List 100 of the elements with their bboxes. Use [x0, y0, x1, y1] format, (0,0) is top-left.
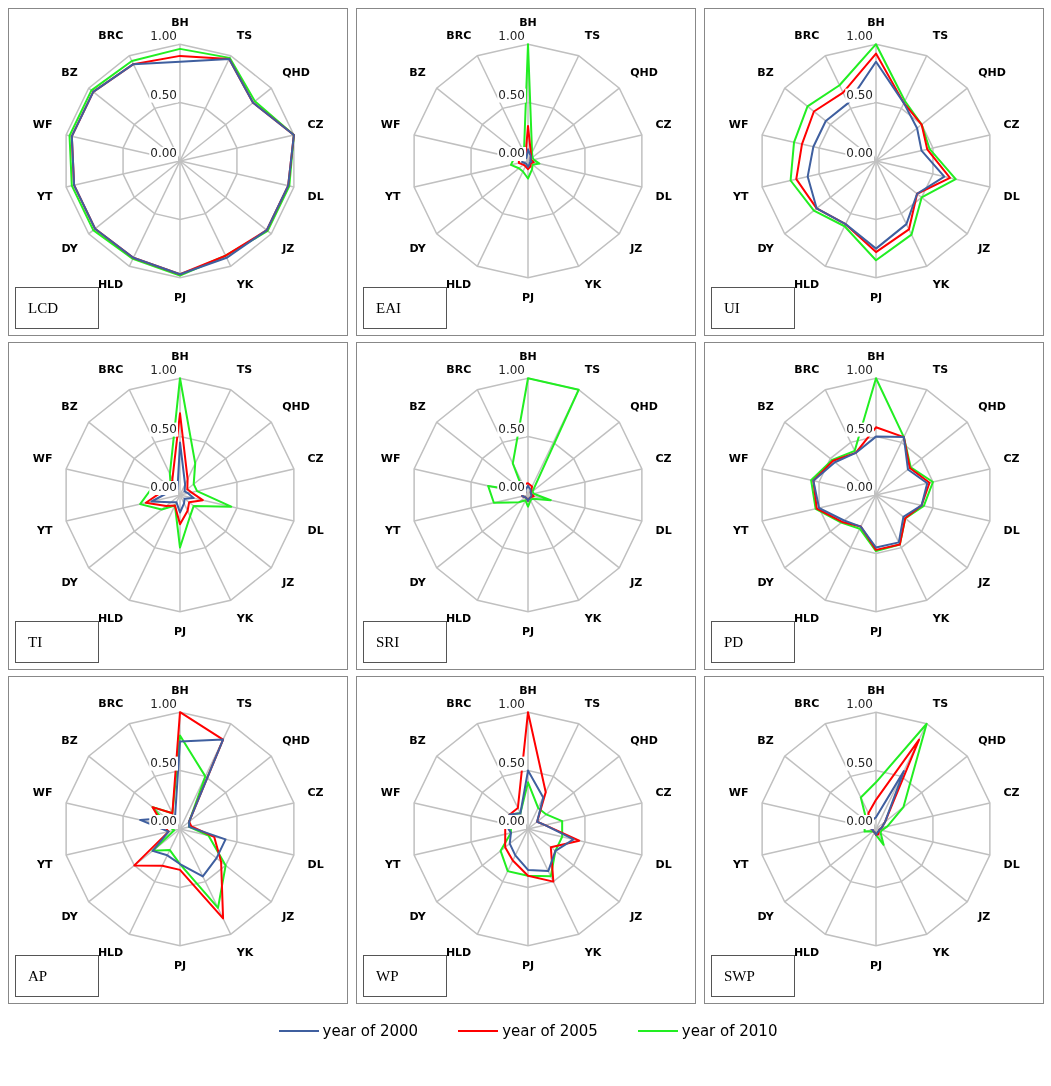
spoke-label: DL	[1003, 523, 1020, 537]
spoke-label: DY	[409, 242, 427, 256]
spoke-label: DY	[409, 576, 427, 590]
spoke-label: TS	[584, 29, 601, 43]
text: PD	[711, 621, 795, 663]
spoke-label: BH	[171, 16, 189, 30]
spoke-label: HLD	[445, 946, 472, 960]
y-tick-label: 0.50	[846, 421, 873, 436]
spoke-label: YK	[583, 946, 602, 960]
spoke-label: BH	[867, 16, 885, 30]
spoke-label: WF	[32, 452, 53, 466]
spoke-label: QHD	[978, 399, 1006, 413]
spoke-label: PJ	[173, 291, 187, 305]
spoke-label: BZ	[409, 399, 426, 413]
spoke-label: BRC	[446, 29, 472, 43]
spoke-label: CZ	[1003, 452, 1020, 466]
spoke-label: DL	[1003, 189, 1020, 203]
spoke-label: CZ	[307, 786, 324, 800]
spoke-label: HLD	[97, 946, 124, 960]
spoke-label: BH	[171, 350, 189, 364]
spoke-label: WF	[380, 452, 401, 466]
spoke-label: BZ	[757, 399, 774, 413]
spoke-label: BH	[519, 684, 537, 698]
y-tick-label: 0.50	[846, 87, 873, 102]
spoke-label: YT	[732, 189, 749, 203]
spoke-label: JZ	[629, 576, 643, 590]
spoke-label: BRC	[794, 697, 820, 711]
spoke-label: WF	[32, 786, 53, 800]
spoke-label: DY	[409, 910, 427, 924]
spoke-label: HLD	[793, 612, 820, 626]
spoke-label: QHD	[282, 399, 310, 413]
text: LCD	[15, 287, 99, 329]
spoke-label: TS	[236, 697, 253, 711]
spoke-label: BZ	[61, 399, 78, 413]
spoke-label: DL	[307, 523, 324, 537]
spoke-label: YK	[931, 612, 950, 626]
spoke-label: CZ	[1003, 786, 1020, 800]
spoke-label: BH	[519, 350, 537, 364]
spoke-label: TS	[932, 363, 949, 377]
spoke-label: JZ	[281, 910, 295, 924]
spoke-label: DY	[61, 576, 79, 590]
y-tick-label: 0.50	[150, 87, 177, 102]
spoke-label: YT	[36, 189, 53, 203]
y-tick-label: 0.00	[150, 480, 177, 495]
spoke-label: JZ	[629, 242, 643, 256]
y-tick-label: 1.00	[846, 697, 873, 712]
text: SWP	[711, 955, 795, 997]
spoke-label: TS	[236, 29, 253, 43]
y-tick-label: 1.00	[498, 29, 525, 44]
spoke-label: CZ	[1003, 118, 1020, 132]
spoke-label: TS	[236, 363, 253, 377]
spoke-label: BZ	[757, 733, 774, 747]
text: AP	[15, 955, 99, 997]
y-tick-label: 1.00	[846, 363, 873, 378]
y-tick-label: 0.00	[846, 480, 873, 495]
spoke-label: QHD	[630, 65, 658, 79]
spoke-label: YT	[732, 523, 749, 537]
spoke-label: DY	[61, 910, 79, 924]
spoke-label: DL	[307, 857, 324, 871]
spoke-label: YT	[384, 189, 401, 203]
spoke-label: YK	[583, 612, 602, 626]
text: WP	[363, 955, 447, 997]
y-tick-label: 1.00	[150, 697, 177, 712]
legend-label: year of 2005	[502, 1022, 598, 1040]
spoke-label: DL	[655, 189, 672, 203]
spoke-label: TS	[932, 697, 949, 711]
y-tick-label: 0.50	[498, 755, 525, 770]
spoke-label: YK	[931, 946, 950, 960]
spoke-label: BRC	[794, 29, 820, 43]
spoke-label: YT	[36, 523, 53, 537]
spoke-label: BRC	[98, 697, 124, 711]
spoke-label: CZ	[307, 118, 324, 132]
spoke-label: DL	[655, 523, 672, 537]
spoke-label: YK	[235, 612, 254, 626]
spoke-label: JZ	[977, 576, 991, 590]
spoke-label: HLD	[445, 612, 472, 626]
spoke-label: JZ	[281, 242, 295, 256]
spoke-label: YT	[384, 523, 401, 537]
y-tick-label: 0.00	[846, 814, 873, 829]
spoke-label: DL	[307, 189, 324, 203]
spoke-label: CZ	[655, 786, 672, 800]
y-tick-label: 0.50	[498, 421, 525, 436]
spoke-label: YK	[583, 278, 602, 292]
y-tick-label: 1.00	[150, 363, 177, 378]
y-tick-label: 0.50	[846, 755, 873, 770]
y-tick-label: 0.00	[150, 146, 177, 161]
spoke-label: YK	[235, 946, 254, 960]
y-tick-label: 0.50	[150, 755, 177, 770]
spoke-label: JZ	[977, 242, 991, 256]
spoke-label: QHD	[630, 399, 658, 413]
spoke-label: YK	[235, 278, 254, 292]
spoke-label: WF	[380, 118, 401, 132]
spoke-label: HLD	[97, 278, 124, 292]
spoke-label: HLD	[445, 278, 472, 292]
y-tick-label: 1.00	[846, 29, 873, 44]
spoke-label: BZ	[61, 65, 78, 79]
spoke-label: YK	[931, 278, 950, 292]
spoke-label: BZ	[409, 65, 426, 79]
spoke-label: BRC	[794, 363, 820, 377]
y-tick-label: 0.50	[150, 421, 177, 436]
